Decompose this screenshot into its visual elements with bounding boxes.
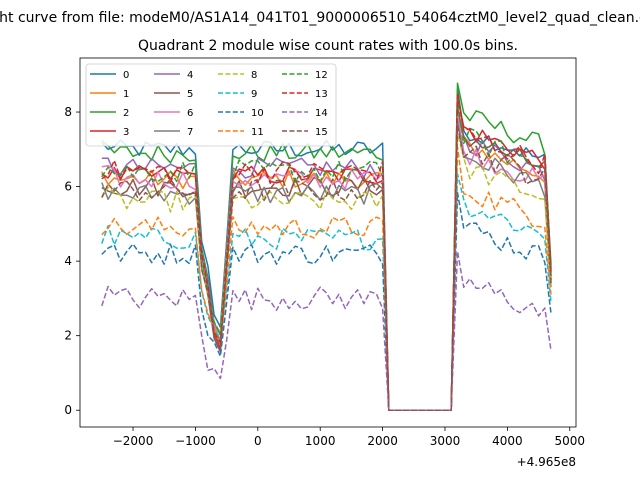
series-line-14 [101, 250, 552, 411]
figure-suptitle: Light curve from file: modeM0/AS1A14_041… [0, 10, 640, 26]
y-tick-label: 4 [64, 254, 72, 268]
chart-title: Quadrant 2 module wise count rates with … [138, 38, 518, 54]
x-tick-label: 4000 [492, 434, 523, 448]
x-tick-label: 0 [254, 434, 262, 448]
series-line-9 [101, 173, 552, 411]
y-tick-label: 2 [64, 329, 72, 343]
plot-frame [79, 57, 577, 428]
series-line-13 [101, 92, 552, 411]
series-line-2 [101, 82, 552, 411]
legend-label-4: 4 [187, 70, 193, 81]
y-axis: 0 2 4 6 8 [64, 105, 80, 417]
x-axis: −2000 −1000 0 1000 2000 3000 4000 5000 [113, 427, 585, 448]
legend-label-11: 11 [251, 127, 264, 138]
x-tick-label: 5000 [554, 434, 585, 448]
x-offset-label: +4.965e8 [517, 455, 576, 469]
legend-label-2: 2 [123, 108, 129, 119]
series-line-4 [101, 113, 552, 411]
legend-label-1: 1 [123, 89, 129, 100]
x-tick-label: −1000 [175, 434, 216, 448]
legend-label-12: 12 [315, 70, 328, 81]
legend-frame [85, 63, 337, 147]
series-line-10 [101, 191, 552, 411]
series-line-8 [101, 132, 552, 411]
legend-label-8: 8 [251, 70, 257, 81]
legend-label-3: 3 [123, 127, 129, 138]
legend-label-9: 9 [251, 89, 257, 100]
legend-label-14: 14 [315, 108, 328, 119]
series-line-6 [101, 112, 552, 411]
series-line-12 [101, 97, 552, 411]
legend-label-10: 10 [251, 108, 264, 119]
legend-label-15: 15 [315, 127, 328, 138]
x-tick-label: 2000 [367, 434, 398, 448]
legend-label-0: 0 [123, 70, 129, 81]
x-tick-label: 1000 [305, 434, 336, 448]
legend-label-6: 6 [187, 108, 193, 119]
legend-label-7: 7 [187, 127, 193, 138]
y-tick-label: 6 [64, 180, 72, 194]
series-line-15 [101, 125, 552, 411]
x-tick-label: 3000 [430, 434, 461, 448]
legend-label-13: 13 [315, 89, 328, 100]
x-tick-label: −2000 [113, 434, 154, 448]
y-tick-label: 8 [64, 105, 72, 119]
series-line-7 [101, 120, 552, 411]
y-tick-label: 0 [64, 403, 72, 417]
series-lines [101, 82, 552, 411]
series-line-11 [101, 146, 552, 411]
legend-label-5: 5 [187, 89, 193, 100]
